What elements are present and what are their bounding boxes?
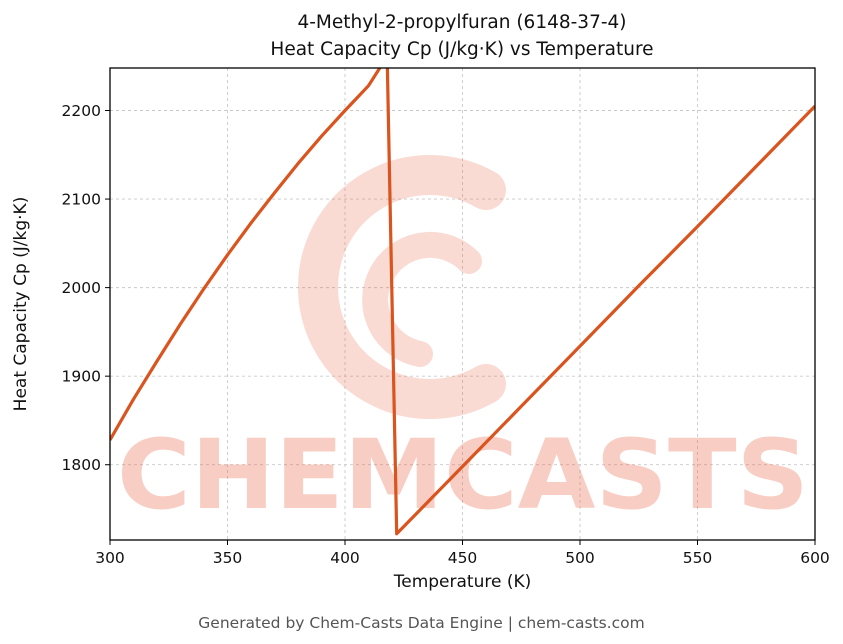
chart-title-line1: 4-Methyl-2-propylfuran (6148-37-4) <box>297 12 627 33</box>
cp-line <box>110 68 815 536</box>
c-swirl-logo-icon <box>298 155 506 419</box>
x-tick-label: 450 <box>448 549 478 567</box>
x-tick-label: 400 <box>330 549 360 567</box>
tick-labels: 300 350 400 450 500 550 600 1800 1900 2000 2100 220… <box>62 102 830 567</box>
footer-credit: Generated by Chem-Casts Data Engine | ch… <box>198 614 645 632</box>
y-tick-label: 1900 <box>62 368 101 386</box>
y-tick-label: 2200 <box>62 102 101 120</box>
y-tick-label: 2000 <box>62 279 101 297</box>
chart-title-line2: Heat Capacity Cp (J/kg·K) vs Temperature <box>270 38 654 60</box>
chart-title: 4-Methyl-2-propylfuran (6148-37-4) Heat … <box>81 10 843 64</box>
y-axis-label: Heat Capacity Cp (J/kg·K) <box>11 197 31 412</box>
x-tick-label: 600 <box>800 549 830 567</box>
x-tick-label: 350 <box>213 549 243 567</box>
y-tick-label: 1800 <box>62 456 101 474</box>
x-axis-label: Temperature (K) <box>393 572 532 592</box>
y-tick-label: 2100 <box>62 191 101 209</box>
x-tick-label: 500 <box>565 549 595 567</box>
x-tick-label: 300 <box>95 549 125 567</box>
chemcasts-watermark: CHEMCASTS <box>117 419 809 531</box>
watermark-text: CHEMCASTS <box>117 419 809 531</box>
x-tick-label: 550 <box>683 549 713 567</box>
